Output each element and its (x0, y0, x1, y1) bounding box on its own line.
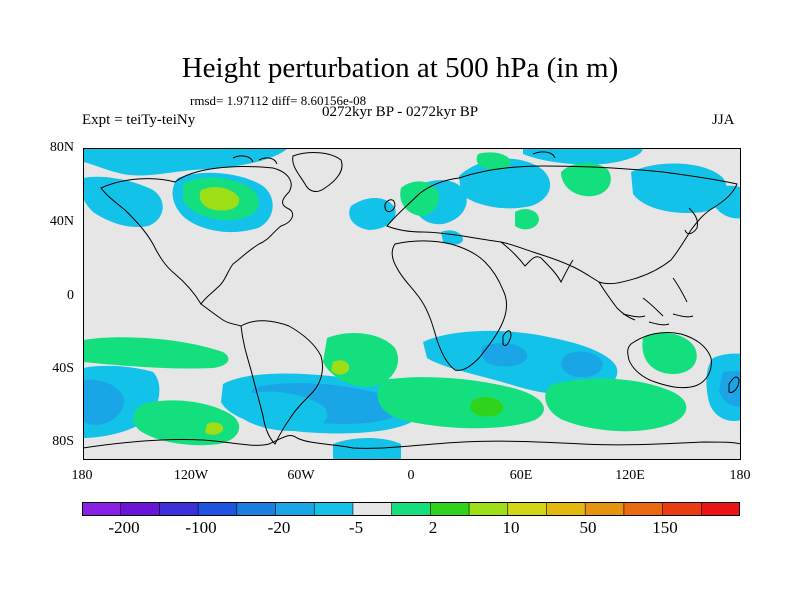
coast-madagascar (502, 330, 512, 347)
coast-australia (627, 331, 712, 389)
contour-green-south-indian (545, 378, 687, 432)
contour-green-arctic-asia (476, 152, 511, 170)
colorbar-cell-0 (82, 502, 122, 516)
coast-arctic-islands (232, 151, 556, 165)
colorbar-cell-13 (584, 502, 625, 516)
colorbar-cell-15 (662, 502, 703, 516)
coastlines (83, 151, 741, 460)
contour-green-east-europe (515, 209, 539, 230)
world-map (83, 148, 741, 460)
colorbar-label-10: 10 (502, 518, 520, 537)
contour-blue-ne-arctic (523, 148, 643, 165)
coast-greenland (292, 152, 343, 192)
colorbar-cell-4 (236, 502, 277, 516)
experiment-label: Expt = teiTy-teiNy (82, 112, 196, 128)
lat-label-0: 0 (67, 288, 74, 303)
contour-blue-antarctic-west (333, 438, 401, 460)
colorbar-label-50: 50 (579, 518, 597, 537)
colorbar-label-minus-100: -100 (185, 518, 217, 537)
contour-green-siberia (561, 162, 611, 197)
colorbar-cell-8 (391, 502, 432, 516)
lat-label-40s: 40S (52, 361, 74, 376)
lat-label-80s: 80S (52, 434, 74, 449)
plot-title: Height perturbation at 500 hPa (in m) (181, 52, 619, 84)
colorbar-label-minus-200: -200 (108, 518, 140, 537)
contour-midblue-indian-ocean (480, 343, 528, 367)
coast-africa (391, 240, 508, 371)
coast-southeast-asia (598, 277, 688, 321)
contour-yellowgreen-south-america (331, 360, 350, 375)
lon-label-120w: 120W (173, 468, 209, 483)
contour-green-south-pacific-band (83, 337, 229, 369)
coast-north-america (100, 166, 294, 305)
lon-label-60e: 60E (509, 468, 533, 483)
contour-darkgreen-atlantic (470, 397, 504, 417)
lat-label-40n: 40N (49, 214, 74, 229)
colorbar-cell-12 (546, 502, 586, 516)
contour-blue-n-atlantic (349, 197, 396, 230)
lat-label-80n: 80N (49, 140, 74, 155)
colorbar-cell-10 (468, 502, 509, 516)
coast-arabia-india (500, 241, 574, 284)
colorbar-label-minus-5: -5 (348, 518, 364, 537)
colorbar (82, 502, 740, 516)
rmsd-diff-text: rmsd= 1.97112 diff= 8.60156e-08 (190, 93, 367, 108)
colorbar-cell-14 (623, 502, 664, 516)
coast-antarctica (83, 435, 741, 460)
contour-blue-ne-pacific-edge (713, 185, 741, 219)
contour-yellowgreen-antarctic (205, 422, 224, 435)
contour-midblue-indian-ocean-2 (561, 351, 603, 378)
lon-label-0: 0 (407, 468, 415, 483)
colorbar-label-2: 2 (428, 518, 438, 537)
coast-uk (384, 199, 396, 213)
lon-label-120e: 120E (615, 468, 645, 483)
coast-new-zealand (728, 376, 740, 393)
colorbar-cell-6 (313, 502, 354, 516)
season-label: JJA (712, 112, 735, 128)
coast-japan (684, 207, 698, 235)
colorbar-cell-7 (352, 502, 393, 516)
contour-midblue-tasman (719, 371, 741, 407)
contour-blue-nw-arctic (83, 148, 288, 176)
coast-europe-asia (386, 165, 738, 285)
colorbar-label-minus-20: -20 (267, 518, 291, 537)
contour-green-scandinavia (400, 181, 440, 216)
contour-blue-central-asia (459, 158, 551, 209)
colorbar-cell-3 (197, 502, 238, 516)
coast-indonesia (622, 313, 694, 326)
contour-yellowgreen-canada (199, 187, 240, 211)
contour-blue-n-pacific (83, 176, 163, 228)
contour-blue-east-asia (631, 163, 727, 214)
contour-green-australia (642, 333, 697, 374)
colorbar-cell-5 (275, 502, 316, 516)
contour-blue-midblue-sw (83, 379, 124, 425)
map-frame (83, 148, 741, 460)
colorbar-frame (82, 502, 740, 516)
lon-label-180e: 180 (729, 468, 751, 483)
coast-south-america (240, 320, 324, 445)
period-text: 0272kyr BP - 0272kyr BP (321, 104, 479, 120)
lon-label-180w: 180 (71, 468, 93, 483)
colorbar-cell-9 (430, 502, 470, 516)
coast-central-america (200, 303, 242, 327)
colorbar-cell-2 (159, 502, 199, 516)
lon-label-60w: 60W (287, 468, 315, 483)
colorbar-cell-1 (120, 502, 161, 516)
colorbar-cell-16 (700, 502, 740, 516)
colorbar-label-150: 150 (652, 518, 678, 537)
colorbar-cell-11 (507, 502, 548, 516)
